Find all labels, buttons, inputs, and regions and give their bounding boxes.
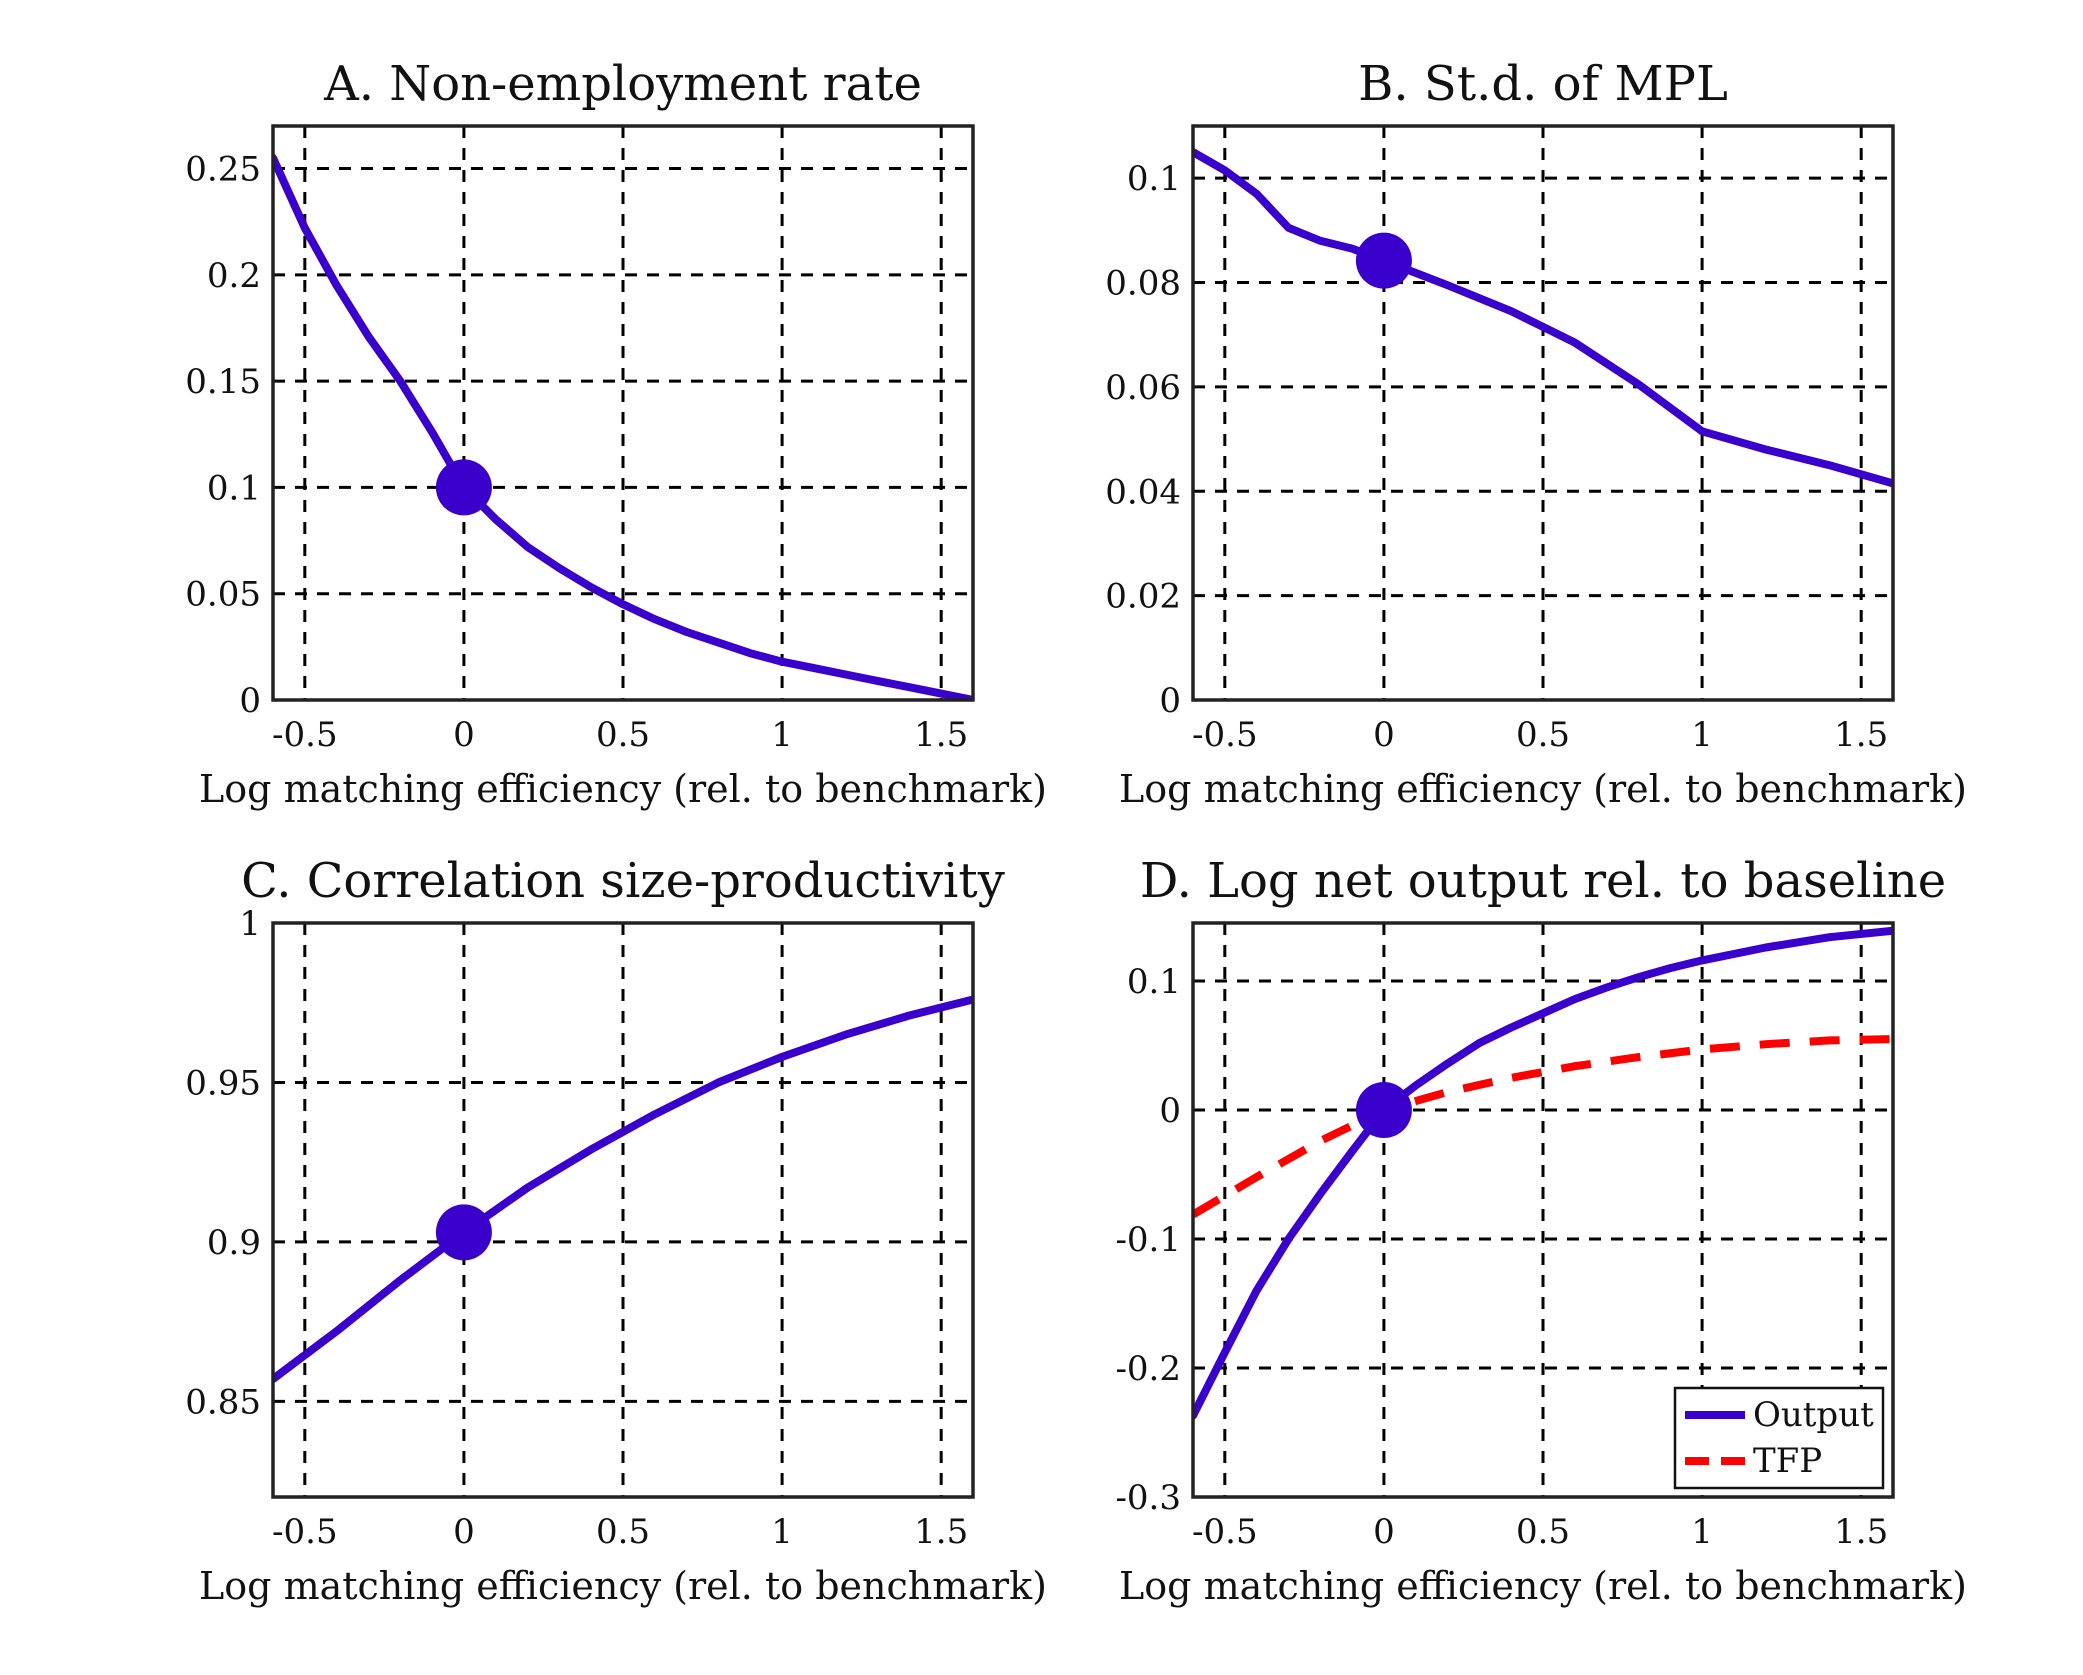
- panel-c-plot-area: [273, 995, 973, 1383]
- panel-d-ytick-label: -0.3: [1115, 1478, 1181, 1518]
- panel-c-xtick-label: -0.5: [272, 1512, 338, 1552]
- panel-b-xtick-label: -0.5: [1192, 715, 1258, 755]
- panel-b-ticks: -0.5 0 0.5 1 1.5 0 0.02 0.04 0.06 0.08 0.1: [1105, 159, 1888, 755]
- panel-d-benchmark-marker: [1355, 1082, 1412, 1139]
- panel-c-series: [273, 995, 973, 1383]
- panel-a-xtick-label: 1.5: [914, 715, 968, 755]
- panel-b-ytick-label: 0.04: [1105, 472, 1181, 512]
- panel-c-grid: [273, 923, 973, 1497]
- panel-a-ytick-label: 0.25: [185, 150, 261, 190]
- panel-c-ticks: -0.5 0 0.5 1 1.5 0.85 0.9 0.95 1: [185, 904, 968, 1552]
- panel-a-series-0-line: [273, 153, 973, 700]
- panel-b-ytick-label: 0.08: [1105, 264, 1181, 304]
- panel-c-xlabel: Log matching efficiency (rel. to benchma…: [199, 1564, 1047, 1608]
- panel-b-xlabel: Log matching efficiency (rel. to benchma…: [1119, 767, 1967, 811]
- panel-c-xtick-label: 1: [771, 1512, 793, 1552]
- panel-d-ytick-label: -0.2: [1115, 1349, 1181, 1389]
- panel-d-xtick-label: 1.5: [1834, 1512, 1888, 1552]
- panel-d-xtick-label: 0.5: [1516, 1512, 1570, 1552]
- panel-b-series: [1193, 148, 1893, 488]
- panel-a-xtick-label: -0.5: [272, 715, 338, 755]
- panel-d-series-output-line: [1193, 926, 1893, 1420]
- panel-b-series-0-line: [1193, 148, 1893, 488]
- panel-a-title: A. Non-employment rate: [323, 56, 922, 112]
- panel-a: A. Non-employment rate -0.5 0 0.5 1 1.5 0 0.05…: [185, 56, 1047, 811]
- panel-b-plot-area: [1193, 148, 1893, 488]
- panel-d-xlabel: Log matching efficiency (rel. to benchma…: [1119, 1564, 1967, 1608]
- panel-a-xtick-label: 0: [453, 715, 475, 755]
- panel-d-ticks: -0.5 0 0.5 1 1.5 -0.3 -0.2 -0.1 0 0.1: [1115, 962, 1888, 1552]
- panel-d: D. Log net output rel. to baseline -0.5 0…: [1115, 853, 1967, 1608]
- panel-b-grid: [1193, 126, 1893, 700]
- panel-b-benchmark-marker: [1355, 232, 1412, 289]
- panel-c-ytick-label: 0.9: [207, 1223, 261, 1263]
- panel-c-xtick-label: 1.5: [914, 1512, 968, 1552]
- panel-c-frame: [271, 921, 975, 1499]
- panel-a-xlabel: Log matching efficiency (rel. to benchma…: [199, 767, 1047, 811]
- panel-b-xtick-label: 1: [1691, 715, 1713, 755]
- panel-c-xtick-label: 0: [453, 1512, 475, 1552]
- panel-d-series: [1193, 926, 1893, 1420]
- panel-d-series-tfp-line: [1193, 1035, 1893, 1218]
- panel-b-xtick-label: 1.5: [1834, 715, 1888, 755]
- panel-b-ytick-label: 0: [1159, 681, 1181, 721]
- panel-d-title: D. Log net output rel. to baseline: [1140, 853, 1946, 909]
- panel-a-plot-area: [273, 153, 973, 700]
- panel-c: C. Correlation size-productivity -0.5 0 0.…: [185, 853, 1047, 1608]
- panel-a-xtick-label: 1: [771, 715, 793, 755]
- panel-b: B. St.d. of MPL -0.5 0 0.5 1 1.5 0 0.02 0.04 0.0…: [1105, 56, 1967, 811]
- panel-b-ytick-label: 0.06: [1105, 368, 1181, 408]
- panel-b-ytick-label: 0.02: [1105, 577, 1181, 617]
- panel-d-xtick-label: -0.5: [1192, 1512, 1258, 1552]
- panel-d-grid: [1193, 923, 1893, 1497]
- panel-c-series-0-line: [273, 995, 973, 1383]
- panel-d-ytick-label: -0.1: [1115, 1220, 1181, 1260]
- panel-c-ytick-label: 0.95: [185, 1063, 261, 1103]
- panel-d-ytick-label: 0: [1159, 1091, 1181, 1131]
- panel-a-ticks: -0.5 0 0.5 1 1.5 0 0.05 0.1 0.15 0.2 0.25: [185, 150, 968, 755]
- panel-c-title: C. Correlation size-productivity: [241, 853, 1005, 909]
- panel-a-ytick-label: 0.1: [207, 468, 261, 508]
- panel-d-xtick-label: 1: [1691, 1512, 1713, 1552]
- panel-d-xtick-label: 0: [1373, 1512, 1395, 1552]
- panel-d-legend: Output TFP: [1673, 1386, 1885, 1490]
- panel-a-frame: [271, 124, 975, 702]
- panel-c-ytick-label: 1: [239, 904, 261, 944]
- legend-box: [1673, 1386, 1885, 1490]
- panel-a-xtick-label: 0.5: [596, 715, 650, 755]
- panel-b-frame: [1191, 124, 1895, 702]
- panel-b-ytick-label: 0.1: [1127, 159, 1181, 199]
- panel-a-ytick-label: 0: [239, 681, 261, 721]
- panel-a-ytick-label: 0.05: [185, 575, 261, 615]
- panel-a-ytick-label: 0.15: [185, 362, 261, 402]
- legend-label-tfp: TFP: [1753, 1441, 1822, 1481]
- panel-c-benchmark-marker: [435, 1204, 492, 1261]
- panel-b-xtick-label: 0.5: [1516, 715, 1570, 755]
- panel-a-benchmark-marker: [435, 459, 492, 516]
- panel-a-ytick-label: 0.2: [207, 256, 261, 296]
- panel-c-ytick-label: 0.85: [185, 1382, 261, 1422]
- panel-b-title: B. St.d. of MPL: [1358, 56, 1728, 112]
- panel-d-plot-area: [1193, 926, 1893, 1420]
- panel-b-xtick-label: 0: [1373, 715, 1395, 755]
- panel-d-ytick-label: 0.1: [1127, 962, 1181, 1002]
- panel-d-frame: [1191, 921, 1895, 1499]
- panel-a-series: [273, 153, 973, 700]
- legend-label-output: Output: [1753, 1395, 1874, 1435]
- panel-c-xtick-label: 0.5: [596, 1512, 650, 1552]
